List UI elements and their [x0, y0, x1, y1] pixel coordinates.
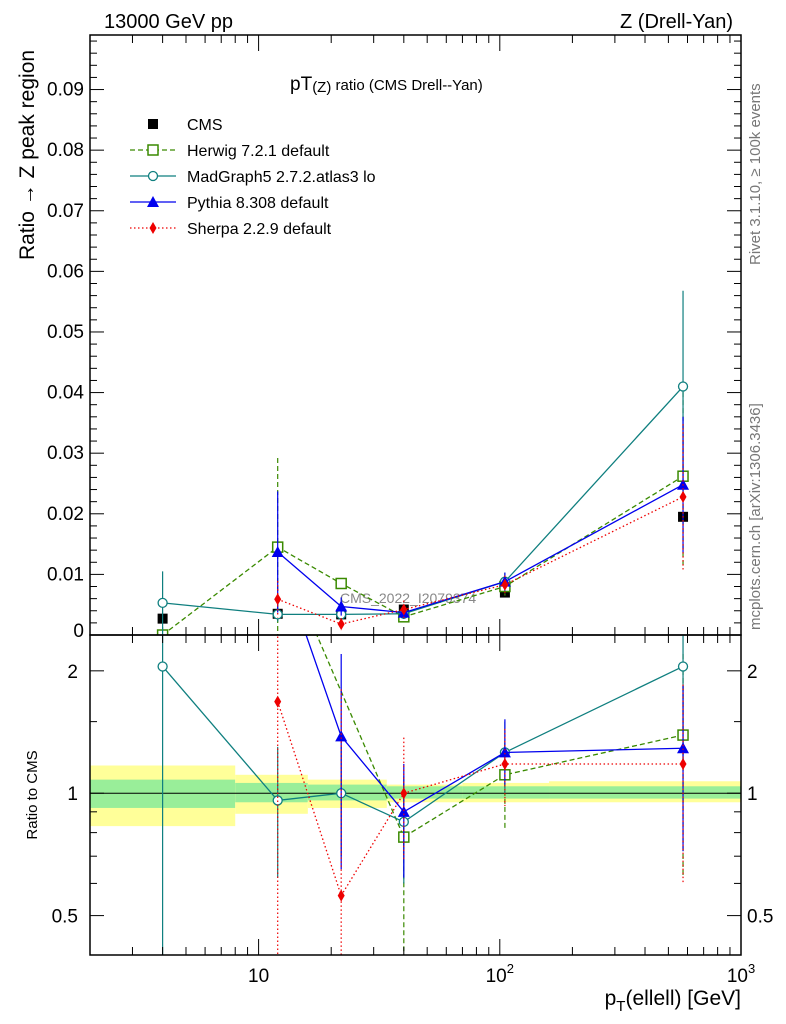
ratio-y-tick-label-right: 2 — [747, 662, 758, 683]
data-point — [271, 545, 284, 557]
legend-item-madgraph5-2-7-2-atlas3-lo: MadGraph5 2.7.2.atlas3 lo — [130, 169, 376, 186]
legend-label: Herwig 7.2.1 default — [187, 143, 330, 160]
side-text-top: Rivet 3.1.10, ≥ 100k events — [747, 83, 764, 265]
ratio-series-pythia-8-308-default — [305, 635, 690, 878]
x-tick-label: 102 — [486, 961, 514, 987]
stat-uncertainty-band — [462, 786, 550, 799]
legend-marker — [147, 144, 159, 156]
y-tick-label: 0.07 — [47, 201, 84, 222]
series-sherpa-2-2-9-default — [274, 424, 687, 631]
ratio-data-point — [677, 661, 689, 672]
ratio-y-tick-label: 1 — [67, 784, 78, 805]
legend-marker — [147, 196, 159, 207]
y-tick-label: 0.01 — [47, 564, 84, 585]
data-point — [337, 618, 345, 631]
y-tick-label: 0.03 — [47, 443, 84, 464]
title-sub: (Z) — [312, 79, 331, 96]
ratio-series-herwig-7-2-1-default — [316, 635, 689, 955]
ratio-panel-frame — [89, 634, 742, 956]
xlabel-main: p — [605, 987, 617, 1010]
xlabel-rest: (ellell) [GeV] — [625, 987, 741, 1010]
data-point — [335, 577, 347, 590]
ratio-y-tick-label: 0.5 — [52, 907, 78, 928]
stat-uncertainty-band — [386, 786, 463, 799]
legend-label: Pythia 8.308 default — [187, 195, 329, 212]
ratio-data-point — [501, 757, 509, 770]
x-axis-label: pT(ellell) [GeV] — [605, 987, 741, 1015]
legend-item-pythia-8-308-default: Pythia 8.308 default — [130, 195, 329, 212]
series-line — [162, 475, 684, 635]
ratio-data-point — [337, 889, 345, 902]
ratio-y-tick-label: 2 — [67, 662, 78, 683]
ratio-y-tick-label-right: 1 — [747, 784, 758, 805]
y-tick-label: 0.08 — [47, 140, 84, 161]
xlabel-sub: T — [616, 998, 625, 1015]
legend-marker — [147, 170, 159, 182]
data-point — [335, 600, 348, 612]
y-tick-label-zero: 0 — [73, 621, 84, 642]
series-line — [162, 386, 684, 616]
ratio-data-point — [677, 742, 690, 754]
ratio-y-label: Ratio to CMS — [24, 750, 41, 839]
watermark: CMS_2022_I2079374 — [340, 590, 476, 606]
main-y-label: Ratio → Z peak region — [16, 50, 39, 260]
ratio-data-point — [157, 661, 168, 672]
ratio-y-tick-label-right: 0.5 — [747, 907, 773, 928]
x-tick-label: 10 — [248, 966, 269, 987]
data-point — [274, 593, 282, 606]
title-main: pT — [290, 74, 313, 95]
legend-label: MadGraph5 2.7.2.atlas3 lo — [187, 169, 376, 186]
y-tick-label: 0.09 — [47, 80, 84, 101]
ratio-data-point — [397, 805, 410, 817]
data-point — [677, 381, 689, 392]
ratio-data-point — [335, 730, 348, 742]
legend-item-sherpa-2-2-9-default: Sherpa 2.2.9 default — [130, 221, 332, 238]
main-panel: CMS_2022_I2079374 0.01 0.02 0.03 0.04 0.05 0.… — [16, 34, 742, 642]
header-right: Z (Drell-Yan) — [620, 11, 733, 33]
legend-item-herwig-7-2-1-default: Herwig 7.2.1 default — [130, 143, 330, 160]
ratio-data-point — [400, 787, 408, 800]
ratio-panel: 0.5 0.5 1 1 2 2 10 102 103 Ratio to CMS pT(elle… — [24, 634, 773, 1015]
y-tick-label: 0.04 — [47, 383, 84, 404]
stat-uncertainty-band — [549, 786, 741, 799]
ratio-data-point — [274, 695, 282, 708]
legend-marker — [149, 222, 157, 234]
title-rest: ratio (CMS Drell--Yan) — [331, 77, 482, 94]
legend-label: CMS — [187, 117, 223, 134]
series-pythia-8-308-default — [271, 416, 690, 619]
header-left: 13000 GeV pp — [104, 11, 233, 33]
ratio-series-line — [316, 635, 684, 839]
legend-item-cms: CMS — [148, 117, 223, 134]
stat-uncertainty-band — [307, 784, 387, 801]
y-tick-label: 0.06 — [47, 261, 84, 282]
data-point — [501, 578, 509, 591]
ratio-series-line — [162, 665, 684, 823]
series-madgraph5-2-7-2-atlas3-lo — [157, 290, 689, 635]
y-tick-label: 0.02 — [47, 504, 84, 525]
legend: CMS Herwig 7.2.1 default MadGraph5 2.7.2.a… — [130, 117, 376, 238]
legend-marker — [148, 119, 158, 129]
ratio-series-sherpa-2-2-9-default — [274, 635, 687, 955]
y-tick-label: 0.05 — [47, 322, 84, 343]
data-point — [400, 603, 408, 616]
data-point — [157, 597, 168, 609]
main-title: pT(Z) ratio (CMS Drell--Yan) — [290, 74, 483, 96]
ratio-data-point — [679, 757, 687, 770]
legend-label: Sherpa 2.2.9 default — [187, 221, 332, 238]
x-tick-label: 103 — [727, 961, 755, 987]
data-point — [679, 490, 687, 503]
side-text-bottom: mcplots.cern.ch [arXiv:1306.3436] — [747, 403, 764, 630]
ratio-data-point — [498, 746, 511, 758]
ratio-series-madgraph5-2-7-2-atlas3-lo — [157, 635, 689, 955]
ratio-series-line — [305, 635, 684, 813]
